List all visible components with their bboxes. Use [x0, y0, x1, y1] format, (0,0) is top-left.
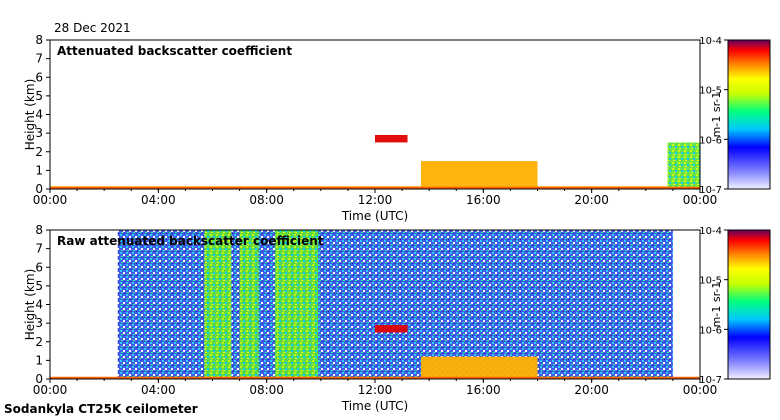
feature-cloud-layer: [375, 324, 408, 333]
y-tick-label: 7: [35, 52, 43, 66]
y-tick-label: 3: [35, 126, 43, 140]
y-tick-label: 8: [35, 223, 43, 237]
x-tick-label: 08:00: [249, 383, 284, 397]
x-tick-label: 00:00: [683, 383, 718, 397]
colorbar-tick-label: 10-7: [699, 375, 722, 386]
feature-enhanced-noise-band: [204, 230, 232, 379]
y-axis-label: Height (km): [23, 79, 37, 150]
colorbar-fill: [727, 39, 771, 190]
panel-title: Raw attenuated backscatter coefficient: [57, 234, 324, 248]
x-tick-label: 16:00: [466, 383, 501, 397]
x-tick-label: 00:00: [33, 193, 68, 207]
y-tick-label: 6: [35, 260, 43, 274]
y-tick-label: 2: [35, 335, 43, 349]
x-axis-label: Time (UTC): [341, 209, 408, 223]
colorbar-tick-label: 10-7: [699, 185, 722, 196]
x-tick-label: 04:00: [141, 383, 176, 397]
colorbar: 10-7 10-6 10-5 10-4 m-1 sr-1: [699, 36, 771, 196]
colorbar-tick-label: 10-4: [699, 36, 722, 47]
feature-enhanced-noise-band: [239, 230, 259, 379]
x-tick-label: 04:00: [141, 193, 176, 207]
x-tick-label: 00:00: [33, 383, 68, 397]
colorbar: 10-7 10-6 10-5 10-4 m-1 sr-1: [699, 226, 771, 386]
y-tick-label: 5: [35, 89, 43, 103]
surface-strip: [50, 186, 700, 189]
y-tick-label: 0: [35, 372, 43, 386]
date-label: 28 Dec 2021: [54, 21, 131, 35]
y-tick-label: 8: [35, 33, 43, 47]
feature-fog-layer: [667, 142, 700, 189]
x-axis-label: Time (UTC): [341, 399, 408, 413]
instrument-label: Sodankyla CT25K ceilometer: [4, 402, 198, 416]
x-tick-label: 20:00: [574, 383, 609, 397]
colorbar-tick-label: 10-4: [699, 226, 722, 237]
colorbar-tick-label: 10-6: [699, 135, 722, 146]
y-tick-label: 3: [35, 316, 43, 330]
colorbar-tick-label: 10-5: [699, 276, 722, 287]
y-tick-label: 7: [35, 242, 43, 256]
feature-low-cloud: [421, 356, 538, 379]
chart-panel-2: 0 1 2 3 4 5 6 7 8 Height (km) 00:00 04:00 08:00 12:00…: [23, 223, 771, 413]
colorbar-tick-label: 10-6: [699, 325, 722, 336]
surface-strip: [50, 376, 700, 379]
colorbar-tick-label: 10-5: [699, 86, 722, 97]
y-tick-label: 0: [35, 182, 43, 196]
y-tick-label: 4: [35, 298, 43, 312]
colorbar-fill: [727, 229, 771, 380]
y-tick-label: 1: [35, 163, 43, 177]
feature-cloud-layer: [375, 134, 408, 143]
x-tick-label: 20:00: [574, 193, 609, 207]
colorbar-unit: m-1 sr-1: [710, 282, 723, 328]
y-tick-label: 1: [35, 353, 43, 367]
y-tick-label: 4: [35, 108, 43, 122]
plot-area: [50, 40, 700, 189]
x-tick-label: 00:00: [683, 193, 718, 207]
feature-noise-background: [117, 230, 673, 379]
y-tick-label: 2: [35, 145, 43, 159]
y-tick-label: 5: [35, 279, 43, 293]
x-tick-label: 08:00: [249, 193, 284, 207]
feature-low-cloud: [421, 161, 538, 189]
x-tick-label: 12:00: [358, 383, 393, 397]
feature-enhanced-noise-band: [274, 230, 319, 379]
chart-panel-1: 0 1 2 3 4 5 6 7 8 Height (km) 00:00 04:00 08:00 12:00…: [23, 33, 771, 223]
x-tick-label: 12:00: [358, 193, 393, 207]
x-tick-label: 16:00: [466, 193, 501, 207]
y-axis-label: Height (km): [23, 269, 37, 340]
y-tick-label: 6: [35, 70, 43, 84]
colorbar-unit: m-1 sr-1: [710, 92, 723, 138]
panel-title: Attenuated backscatter coefficient: [57, 44, 292, 58]
